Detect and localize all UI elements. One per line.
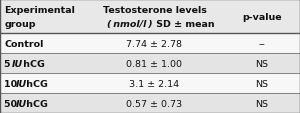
Text: Control: Control	[4, 39, 44, 48]
Text: IU: IU	[15, 79, 27, 88]
Text: NS: NS	[255, 79, 268, 88]
Bar	[0, 0, 300, 34]
Text: IU: IU	[12, 59, 23, 68]
Bar	[0, 34, 300, 54]
Text: --: --	[258, 39, 265, 48]
Text: Experimental: Experimental	[4, 6, 75, 15]
Text: 50: 50	[4, 99, 21, 108]
Text: group: group	[4, 20, 36, 29]
Text: 0.57 ± 0.73: 0.57 ± 0.73	[126, 99, 183, 108]
Text: p-value: p-value	[242, 13, 282, 21]
Text: NS: NS	[255, 99, 268, 108]
Text: 0.81 ± 1.00: 0.81 ± 1.00	[127, 59, 182, 68]
Text: ( nmol/l ): ( nmol/l )	[107, 20, 153, 29]
Bar	[0, 54, 300, 73]
Text: 10: 10	[4, 79, 21, 88]
Bar	[0, 93, 300, 113]
Text: hCG: hCG	[23, 79, 48, 88]
Text: 7.74 ± 2.78: 7.74 ± 2.78	[127, 39, 182, 48]
Text: hCG: hCG	[20, 59, 44, 68]
Text: NS: NS	[255, 59, 268, 68]
Text: SD ± mean: SD ± mean	[153, 20, 214, 29]
Text: Testosterone levels: Testosterone levels	[103, 6, 206, 15]
Text: 3.1 ± 2.14: 3.1 ± 2.14	[129, 79, 180, 88]
Text: IU: IU	[15, 99, 27, 108]
Text: hCG: hCG	[23, 99, 48, 108]
Text: 5: 5	[4, 59, 14, 68]
Bar	[0, 73, 300, 93]
